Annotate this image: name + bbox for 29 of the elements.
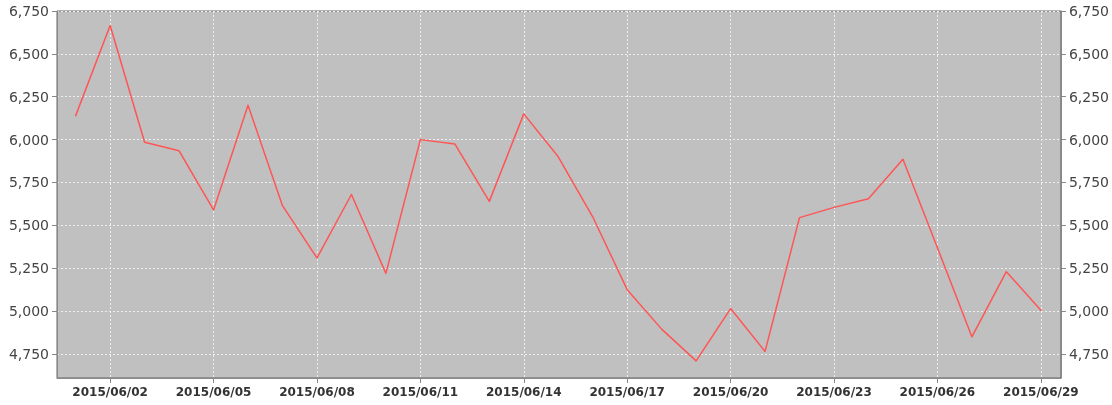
x-tick-label: 2015/06/11 (382, 385, 459, 399)
x-tick-label: 2015/06/14 (485, 385, 562, 399)
x-tick-label: 2015/06/08 (279, 385, 355, 399)
y2-tick-label: 5,250 (1068, 260, 1110, 277)
y2-tick-label: 6,000 (1068, 131, 1110, 148)
y-tick-label: 5,000 (8, 303, 49, 320)
y-tick-label: 5,500 (8, 217, 49, 234)
y-tick-label: 6,750 (8, 3, 49, 19)
y-tick-label: 5,750 (8, 174, 49, 191)
x-tick-label: 2015/06/26 (899, 385, 976, 399)
y-tick-label: 6,500 (8, 45, 49, 62)
y2-tick-label: 5,500 (1068, 217, 1110, 234)
y-tick-label: 6,000 (8, 131, 49, 148)
y-tick-label: 5,250 (8, 260, 49, 277)
x-tick-label: 2015/06/29 (1003, 385, 1079, 399)
x-tick-label: 2015/06/20 (692, 385, 769, 399)
x-tick-label: 2015/06/05 (175, 385, 252, 399)
y-tick-label: 6,250 (8, 88, 49, 105)
y2-tick-label: 5,000 (1068, 303, 1110, 320)
y2-tick-label: 4,750 (1068, 345, 1110, 362)
line-series (74, 24, 1042, 362)
y-tick-label: 4,750 (8, 345, 49, 362)
x-tick-label: 2015/06/02 (72, 385, 148, 399)
y2-tick-label: 6,500 (1068, 45, 1110, 62)
y2-tick-label: 6,250 (1068, 88, 1110, 105)
x-tick-label: 2015/06/23 (796, 385, 872, 399)
y2-tick-label: 5,750 (1068, 174, 1110, 191)
y2-tick-label: 6,750 (1068, 3, 1110, 19)
x-tick-label: 2015/06/17 (589, 385, 665, 399)
